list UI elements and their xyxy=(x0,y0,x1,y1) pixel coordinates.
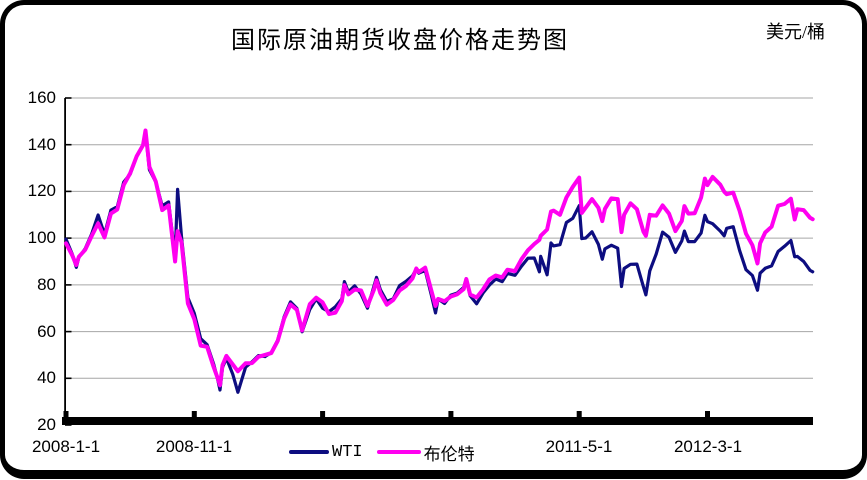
x-axis-label: 2011-5-1 xyxy=(545,437,613,456)
x-axis-tick xyxy=(63,411,69,417)
legend-brent-line-swatch xyxy=(376,449,421,455)
x-axis-line xyxy=(62,417,813,425)
x-axis-label: 2008-11-1 xyxy=(155,437,233,456)
x-axis-tick xyxy=(191,411,197,417)
x-axis-tick xyxy=(448,411,454,417)
x-axis-label: 2012-3-1 xyxy=(673,437,743,456)
y-axis-label: 160 xyxy=(27,88,56,107)
legend-wti-line-swatch xyxy=(289,449,329,455)
legend: WTI 布伦特 xyxy=(285,441,479,464)
y-axis-label: 140 xyxy=(27,135,56,154)
x-axis-tick xyxy=(576,411,582,417)
y-axis-label: 120 xyxy=(27,181,56,200)
y-axis-label: 60 xyxy=(37,322,56,341)
y-axis-label: 40 xyxy=(37,368,56,387)
x-axis-label: 2008-1-1 xyxy=(31,437,101,456)
legend-brent-label: 布伦特 xyxy=(423,444,475,464)
y-axis-line xyxy=(64,98,66,425)
brent-series-line xyxy=(64,128,815,388)
y-axis-label: 20 xyxy=(37,415,56,434)
y-axis-label: 100 xyxy=(27,228,56,247)
y-axis-label: 80 xyxy=(37,275,56,294)
x-axis-tick xyxy=(320,411,326,417)
chart-title: 国际原油期货收盘价格走势图 xyxy=(231,28,569,54)
x-axis-tick xyxy=(705,411,710,417)
wti-series-line xyxy=(64,130,815,394)
legend-wti-label: WTI xyxy=(332,442,363,462)
unit-label: 美元/桶 xyxy=(765,22,825,42)
